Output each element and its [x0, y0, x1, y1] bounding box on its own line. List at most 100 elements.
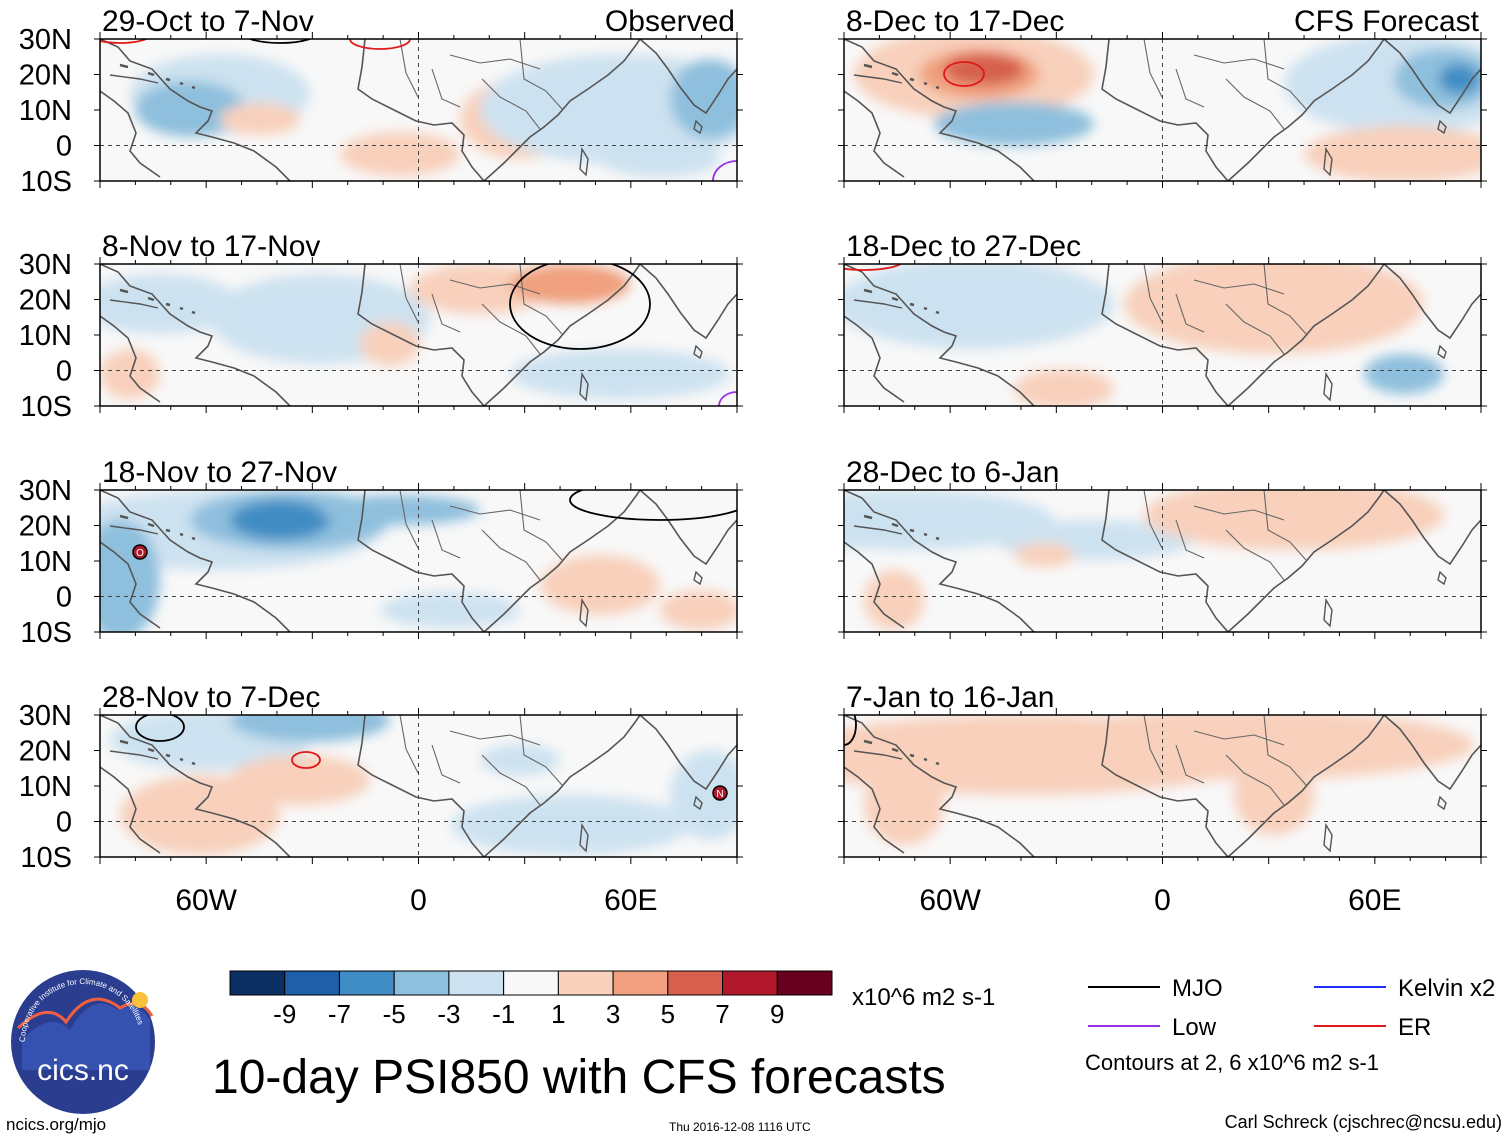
- contour-line: [569, 490, 737, 521]
- y-tick-label: 20N: [19, 285, 72, 317]
- x-tick-label: 0: [1154, 884, 1171, 917]
- cics-logo: cics.nc Cooperative Institute for Climat…: [11, 970, 155, 1114]
- contour-legend: MJO Kelvin x2 Low ER: [1088, 975, 1495, 1041]
- anomaly-shading: [864, 765, 944, 845]
- storm-marker-icon: [132, 544, 148, 560]
- y-tick-label: 20N: [19, 736, 72, 768]
- y-tick-label: 0: [56, 131, 72, 163]
- anomaly-shading: [1364, 354, 1444, 394]
- contour-line: [291, 751, 321, 769]
- colorbar-swatch: [776, 970, 833, 996]
- colorbar-label: -9: [273, 999, 296, 1029]
- panel-period-label: 18-Dec to 27-Dec: [846, 230, 1081, 263]
- panel-period-label: 28-Dec to 6-Jan: [846, 456, 1059, 489]
- y-tick-label: 20N: [19, 511, 72, 543]
- author-credit: Carl Schreck (cjschrec@ncsu.edu): [1224, 1112, 1502, 1132]
- anomaly-shading: [220, 103, 300, 135]
- colorbar-label: 9: [770, 999, 784, 1029]
- colorbar-swatch: [338, 970, 395, 996]
- sun-icon: [132, 992, 148, 1008]
- colorbar-label: -3: [437, 999, 460, 1029]
- y-tick-label: 10S: [20, 617, 72, 649]
- contour-line: [135, 715, 185, 742]
- anomaly-shading: [120, 775, 280, 855]
- anomaly-shading: [380, 592, 520, 628]
- y-tick-label: 10N: [19, 771, 72, 803]
- y-tick-label: 0: [56, 582, 72, 614]
- column-label: Observed: [605, 5, 735, 38]
- anomaly-shading: [1124, 264, 1424, 354]
- colorbar-swatch: [722, 970, 778, 996]
- panel-forecast-1: 8-Dec to 17-Dec CFS Forecast: [838, 5, 1487, 188]
- colorbar-swatch: [667, 970, 724, 996]
- anomaly-shading: [230, 500, 330, 540]
- contour-line: [844, 264, 903, 271]
- issue-timestamp: Thu 2016-12-08 1116 UTC: [669, 1120, 811, 1134]
- anomaly-shading: [1014, 543, 1074, 567]
- figure-title: 10-day PSI850 with CFS forecasts: [212, 1051, 946, 1104]
- y-tick-label: 10N: [19, 95, 72, 127]
- y-tick-label: 0: [56, 807, 72, 839]
- x-tick-label: 60W: [919, 884, 981, 917]
- panel-period-label: 18-Nov to 27-Nov: [102, 456, 337, 489]
- colorbar-label: -7: [328, 999, 351, 1029]
- site-url-link[interactable]: ncics.org/mjo: [6, 1115, 107, 1134]
- anomaly-shading: [660, 590, 737, 630]
- contour-line: [509, 264, 651, 350]
- anomaly-shading: [450, 795, 690, 855]
- anomaly-shading: [510, 264, 630, 304]
- contour-line: [844, 715, 857, 746]
- panel-period-label: 8-Nov to 17-Nov: [102, 230, 320, 263]
- colorbar-label: -1: [492, 999, 515, 1029]
- anomaly-shading: [510, 349, 730, 399]
- anomaly-shading: [600, 141, 720, 177]
- anomaly-shading: [1304, 126, 1481, 181]
- anomaly-shading: [100, 520, 160, 632]
- panel-period-label: 7-Jan to 16-Jan: [846, 681, 1054, 714]
- panel-forecast-2: 18-Dec to 27-Dec: [838, 230, 1487, 413]
- anomaly-shading: [480, 744, 560, 776]
- y-tick-label: 30N: [19, 249, 72, 281]
- y-tick-label: 30N: [19, 24, 72, 56]
- colorbar-swatch: [557, 970, 614, 996]
- x-tick-label: 0: [410, 884, 427, 917]
- legend-label: MJO: [1172, 975, 1223, 1002]
- x-tick-label: 60E: [1348, 884, 1401, 917]
- anomaly-shading: [360, 322, 420, 366]
- panel-period-label: 29-Oct to 7-Nov: [102, 5, 314, 38]
- anomaly-shading: [944, 53, 1024, 85]
- anomaly-shading: [320, 495, 480, 525]
- y-tick-label: 10S: [20, 842, 72, 874]
- legend-label: Low: [1172, 1014, 1217, 1041]
- anomaly-shading: [670, 59, 737, 139]
- colorbar-swatch: [284, 970, 340, 996]
- anomaly-shading: [1234, 755, 1314, 835]
- colorbar-label: 1: [551, 999, 565, 1029]
- colorbar-swatch: [503, 970, 559, 996]
- colorbar-label: 7: [715, 999, 729, 1029]
- colorbar-swatch: [612, 970, 669, 996]
- anomaly-shading: [135, 81, 245, 137]
- contour-line: [349, 39, 411, 50]
- colorbar-label: 5: [661, 999, 675, 1029]
- anomaly-shading: [934, 102, 1094, 146]
- anomaly-shading: [340, 132, 460, 176]
- anomaly-shading: [844, 264, 1114, 349]
- storm-marker-icon: [712, 785, 728, 801]
- anomaly-shading: [480, 54, 737, 164]
- y-tick-label: 10S: [20, 391, 72, 423]
- panel-forecast-4: 7-Jan to 16-Jan: [838, 681, 1487, 864]
- colorbar-units: x10^6 m2 s-1: [852, 984, 996, 1011]
- colorbar-label: -5: [383, 999, 406, 1029]
- anomaly-shading: [540, 555, 660, 615]
- y-tick-label: 30N: [19, 700, 72, 732]
- y-tick-label: 10N: [19, 546, 72, 578]
- anomaly-shading: [1314, 495, 1374, 515]
- x-tick-label: 60W: [175, 884, 237, 917]
- colorbar-swatch: [393, 970, 450, 996]
- anomaly-shading: [1014, 715, 1474, 780]
- anomaly-shading: [1014, 369, 1114, 406]
- legend-label: ER: [1398, 1014, 1431, 1041]
